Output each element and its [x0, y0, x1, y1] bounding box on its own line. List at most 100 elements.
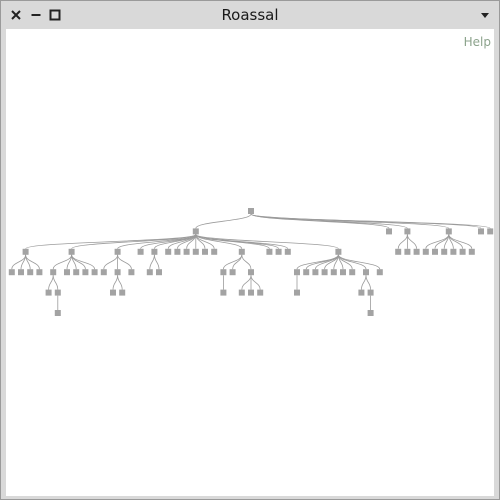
tree-node[interactable] — [238, 289, 245, 296]
tree-node[interactable] — [165, 248, 172, 255]
tree-node[interactable] — [248, 289, 254, 296]
tree-node[interactable] — [330, 269, 337, 276]
tree-node[interactable] — [432, 248, 438, 255]
tree-node[interactable] — [395, 248, 402, 255]
tree-node[interactable] — [275, 248, 282, 255]
tree-node[interactable] — [459, 248, 466, 255]
tree-node[interactable] — [82, 269, 89, 276]
tree-node[interactable] — [100, 269, 107, 276]
tree-node[interactable] — [220, 269, 227, 276]
tree-edge — [232, 254, 243, 270]
tree-node[interactable] — [248, 208, 254, 214]
tree-node[interactable] — [156, 269, 162, 276]
tree-diagram[interactable] — [6, 29, 494, 496]
tree-node[interactable] — [294, 269, 300, 276]
tree-node[interactable] — [487, 228, 494, 235]
tree-node[interactable] — [321, 269, 328, 276]
tree-node[interactable] — [151, 248, 158, 255]
maximize-icon[interactable] — [48, 8, 62, 22]
tree-node[interactable] — [128, 269, 135, 276]
tree-edge — [338, 254, 381, 270]
tree-edge — [365, 275, 371, 290]
tree-edge — [250, 275, 261, 290]
tree-node[interactable] — [192, 228, 199, 235]
chevron-down-icon[interactable] — [478, 8, 492, 22]
tree-node[interactable] — [220, 289, 227, 296]
tree-node[interactable] — [114, 269, 121, 276]
minimize-icon[interactable] — [29, 8, 43, 22]
tree-node[interactable] — [386, 228, 392, 235]
tree-node[interactable] — [27, 269, 34, 276]
tree-node[interactable] — [303, 269, 310, 276]
tree-node[interactable] — [376, 269, 383, 276]
tree-node[interactable] — [50, 269, 57, 276]
tree-node[interactable] — [450, 248, 457, 255]
tree-edge — [250, 213, 491, 229]
tree-edge — [241, 275, 252, 290]
tree-node[interactable] — [45, 289, 52, 296]
tree-node[interactable] — [248, 269, 254, 276]
tree-node[interactable] — [54, 310, 61, 316]
tree-node[interactable] — [183, 248, 190, 255]
tree-node[interactable] — [441, 248, 448, 255]
tree-node[interactable] — [445, 228, 452, 235]
tree-node[interactable] — [22, 248, 29, 255]
tree-node[interactable] — [54, 289, 61, 296]
tree-node[interactable] — [257, 289, 264, 296]
tree-node[interactable] — [36, 269, 43, 276]
tree-node[interactable] — [335, 248, 342, 255]
tree-edge — [71, 254, 95, 270]
tree-node[interactable] — [192, 248, 199, 255]
tree-edge — [103, 254, 118, 270]
tree-node[interactable] — [422, 248, 429, 255]
tree-node[interactable] — [340, 269, 346, 276]
tree-node[interactable] — [119, 289, 126, 296]
tree-edge — [117, 275, 123, 290]
tree-node[interactable] — [110, 289, 116, 296]
tree-node[interactable] — [413, 248, 420, 255]
tree-node[interactable] — [367, 310, 374, 316]
tree-edge — [112, 275, 118, 290]
tree-node[interactable] — [284, 248, 291, 255]
title-bar[interactable]: Roassal — [1, 1, 499, 29]
tree-node[interactable] — [202, 248, 208, 255]
tree-edge — [48, 275, 54, 290]
tree-node[interactable] — [478, 228, 484, 235]
tree-node[interactable] — [64, 269, 70, 276]
tree-node[interactable] — [91, 269, 98, 276]
tree-edge — [361, 275, 367, 290]
tree-node[interactable] — [468, 248, 475, 255]
tree-node[interactable] — [146, 269, 153, 276]
tree-node[interactable] — [238, 248, 245, 255]
tree-edge — [52, 254, 72, 270]
tree-node[interactable] — [18, 269, 24, 276]
tree-edge — [195, 234, 270, 250]
tree-edge — [195, 234, 339, 250]
tree-edge — [250, 213, 450, 229]
tree-node[interactable] — [358, 289, 365, 296]
close-icon[interactable] — [9, 8, 23, 22]
tree-node[interactable] — [349, 269, 356, 276]
roassal-canvas[interactable]: Help — [6, 29, 494, 496]
tree-node[interactable] — [73, 269, 80, 276]
tree-node[interactable] — [294, 289, 300, 296]
tree-node[interactable] — [266, 248, 273, 255]
tree-node[interactable] — [174, 248, 181, 255]
tree-edge — [154, 234, 197, 250]
tree-node[interactable] — [8, 269, 15, 276]
tree-node[interactable] — [229, 269, 236, 276]
tree-edge — [305, 254, 339, 270]
tree-node[interactable] — [404, 248, 411, 255]
tree-node[interactable] — [363, 269, 369, 276]
tree-edge — [397, 234, 408, 249]
tree-node[interactable] — [211, 248, 218, 255]
tree-node[interactable] — [367, 289, 374, 296]
tree-node[interactable] — [312, 269, 319, 276]
tree-node[interactable] — [114, 248, 121, 255]
help-link[interactable]: Help — [463, 35, 491, 49]
tree-node[interactable] — [404, 228, 411, 235]
tree-node[interactable] — [68, 248, 75, 255]
tree-edge — [195, 213, 252, 229]
tree-node[interactable] — [137, 248, 144, 255]
